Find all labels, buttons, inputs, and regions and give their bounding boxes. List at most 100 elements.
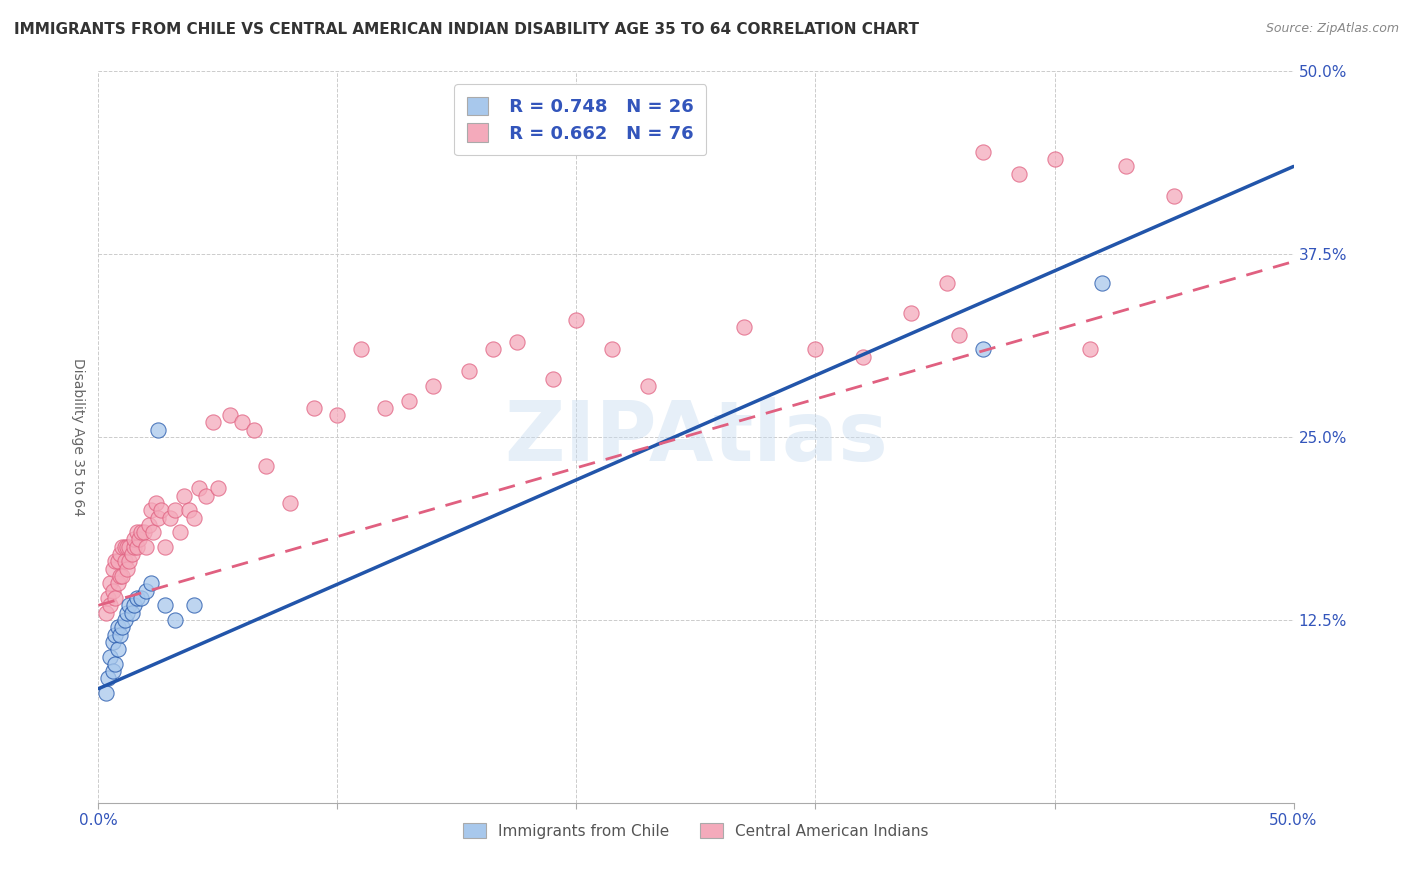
Point: [326, 408, 349, 422]
Point: [374, 401, 396, 415]
Point: [124, 540, 146, 554]
Point: [131, 591, 153, 605]
Point: [179, 503, 201, 517]
Point: [541, 371, 564, 385]
Point: [101, 635, 124, 649]
Point: [121, 547, 143, 561]
Point: [231, 416, 253, 430]
Point: [124, 533, 146, 547]
Point: [155, 599, 177, 613]
Point: [202, 416, 225, 430]
Point: [97, 672, 120, 686]
Point: [94, 686, 117, 700]
Point: [114, 554, 136, 568]
Point: [101, 664, 124, 678]
Point: [142, 525, 165, 540]
Point: [107, 620, 129, 634]
Point: [118, 599, 141, 613]
Point: [254, 459, 277, 474]
Point: [125, 540, 148, 554]
Point: [972, 145, 994, 159]
Point: [1163, 188, 1185, 202]
Point: [195, 489, 218, 503]
Y-axis label: Disability Age 35 to 64: Disability Age 35 to 64: [70, 358, 84, 516]
Point: [107, 576, 129, 591]
Point: [852, 350, 875, 364]
Point: [111, 569, 134, 583]
Point: [115, 606, 138, 620]
Point: [948, 327, 970, 342]
Point: [637, 379, 659, 393]
Text: ZIPAtlas: ZIPAtlas: [503, 397, 889, 477]
Point: [128, 533, 150, 547]
Point: [104, 554, 127, 568]
Point: [104, 627, 127, 641]
Point: [118, 540, 141, 554]
Point: [125, 591, 148, 605]
Point: [124, 599, 146, 613]
Point: [936, 277, 959, 291]
Point: [115, 540, 138, 554]
Point: [219, 408, 242, 422]
Point: [104, 657, 127, 671]
Point: [108, 569, 131, 583]
Point: [159, 510, 181, 524]
Point: [98, 599, 122, 613]
Point: [148, 423, 170, 437]
Point: [163, 503, 186, 517]
Point: [302, 401, 325, 415]
Text: IMMIGRANTS FROM CHILE VS CENTRAL AMERICAN INDIAN DISABILITY AGE 35 TO 64 CORRELA: IMMIGRANTS FROM CHILE VS CENTRAL AMERICA…: [14, 22, 920, 37]
Point: [163, 613, 186, 627]
Point: [114, 540, 136, 554]
Point: [173, 489, 195, 503]
Text: Source: ZipAtlas.com: Source: ZipAtlas.com: [1265, 22, 1399, 36]
Point: [183, 510, 205, 524]
Point: [1115, 160, 1137, 174]
Point: [139, 503, 162, 517]
Point: [108, 627, 131, 641]
Point: [138, 517, 160, 532]
Point: [118, 554, 141, 568]
Point: [458, 364, 481, 378]
Point: [107, 642, 129, 657]
Point: [107, 554, 129, 568]
Point: [900, 306, 922, 320]
Point: [108, 547, 131, 561]
Point: [398, 393, 420, 408]
Point: [243, 423, 266, 437]
Point: [98, 576, 122, 591]
Point: [125, 525, 148, 540]
Point: [131, 525, 153, 540]
Point: [121, 606, 143, 620]
Point: [733, 320, 755, 334]
Point: [94, 606, 117, 620]
Point: [115, 562, 138, 576]
Point: [1043, 152, 1066, 166]
Point: [350, 343, 373, 357]
Point: [148, 510, 170, 524]
Point: [98, 649, 122, 664]
Point: [139, 576, 162, 591]
Point: [101, 562, 124, 576]
Point: [187, 481, 209, 495]
Point: [565, 313, 588, 327]
Point: [155, 540, 177, 554]
Point: [97, 591, 120, 605]
Point: [278, 496, 301, 510]
Point: [1091, 277, 1114, 291]
Point: [132, 525, 155, 540]
Point: [135, 583, 157, 598]
Point: [145, 496, 167, 510]
Point: [804, 343, 827, 357]
Point: [111, 540, 134, 554]
Point: [207, 481, 229, 495]
Point: [602, 343, 624, 357]
Point: [481, 343, 505, 357]
Point: [1080, 343, 1102, 357]
Point: [506, 334, 529, 349]
Point: [149, 503, 172, 517]
Point: [101, 583, 124, 598]
Point: [169, 525, 191, 540]
Point: [104, 591, 127, 605]
Point: [422, 379, 444, 393]
